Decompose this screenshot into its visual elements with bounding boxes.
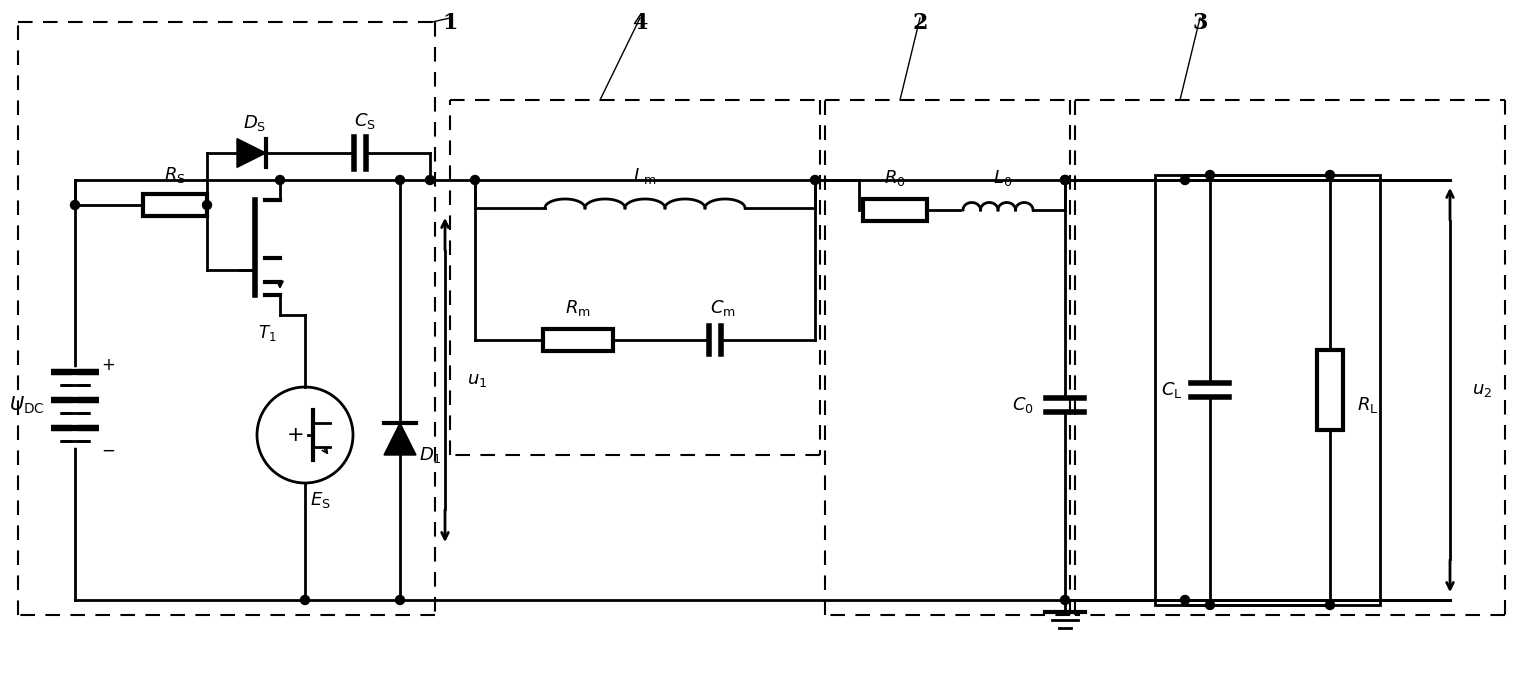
Text: $U_{\mathrm{DC}}$: $U_{\mathrm{DC}}$ — [9, 394, 44, 416]
Text: $R_{\mathrm{L}}$: $R_{\mathrm{L}}$ — [1357, 395, 1378, 415]
Text: $R_{0}$: $R_{0}$ — [885, 168, 906, 188]
Circle shape — [1326, 171, 1335, 179]
Text: 3: 3 — [1193, 12, 1208, 34]
Circle shape — [396, 175, 405, 185]
Bar — [1317, 350, 1343, 430]
Text: 1: 1 — [442, 12, 458, 34]
Circle shape — [1061, 175, 1070, 185]
Polygon shape — [238, 139, 265, 167]
Circle shape — [426, 175, 434, 185]
Circle shape — [71, 200, 80, 209]
Circle shape — [1180, 175, 1190, 185]
Bar — [1154, 175, 1380, 605]
Bar — [143, 194, 207, 216]
Text: $C_{\mathrm{m}}$: $C_{\mathrm{m}}$ — [710, 298, 736, 318]
Text: $L_{\mathrm{m}}$: $L_{\mathrm{m}}$ — [633, 166, 656, 186]
Circle shape — [396, 596, 405, 605]
Text: +: + — [101, 356, 115, 374]
Circle shape — [471, 175, 480, 185]
Circle shape — [1180, 596, 1190, 605]
Circle shape — [202, 200, 212, 209]
Bar — [863, 199, 927, 221]
Circle shape — [300, 596, 310, 605]
Circle shape — [1205, 600, 1214, 609]
Text: $L_{0}$: $L_{0}$ — [993, 168, 1013, 188]
Text: $T_{1}$: $T_{1}$ — [258, 323, 276, 343]
Text: $D_{1}$: $D_{1}$ — [419, 445, 442, 465]
Bar — [543, 329, 613, 351]
Text: $C_{\mathrm{S}}$: $C_{\mathrm{S}}$ — [354, 111, 376, 131]
Text: $C_{\mathrm{L}}$: $C_{\mathrm{L}}$ — [1162, 380, 1183, 400]
Circle shape — [811, 175, 820, 185]
Text: $R_{\mathrm{m}}$: $R_{\mathrm{m}}$ — [566, 298, 590, 318]
Text: 4: 4 — [632, 12, 647, 34]
Circle shape — [276, 175, 285, 185]
Text: $D_{\mathrm{S}}$: $D_{\mathrm{S}}$ — [244, 113, 267, 133]
Text: $C_{0}$: $C_{0}$ — [1012, 395, 1033, 415]
Text: $E_{\mathrm{S}}$: $E_{\mathrm{S}}$ — [310, 490, 331, 510]
Text: $-$: $-$ — [101, 441, 115, 459]
Circle shape — [1205, 171, 1214, 179]
Text: 2: 2 — [912, 12, 927, 34]
Text: $u_{1}$: $u_{1}$ — [468, 371, 487, 389]
Circle shape — [1061, 596, 1070, 605]
Circle shape — [1326, 600, 1335, 609]
Text: $R_{\mathrm{S}}$: $R_{\mathrm{S}}$ — [164, 165, 185, 185]
Polygon shape — [383, 423, 415, 455]
Text: $u_{2}$: $u_{2}$ — [1472, 381, 1492, 399]
Circle shape — [1061, 175, 1070, 185]
Text: $+$: $+$ — [287, 425, 304, 445]
